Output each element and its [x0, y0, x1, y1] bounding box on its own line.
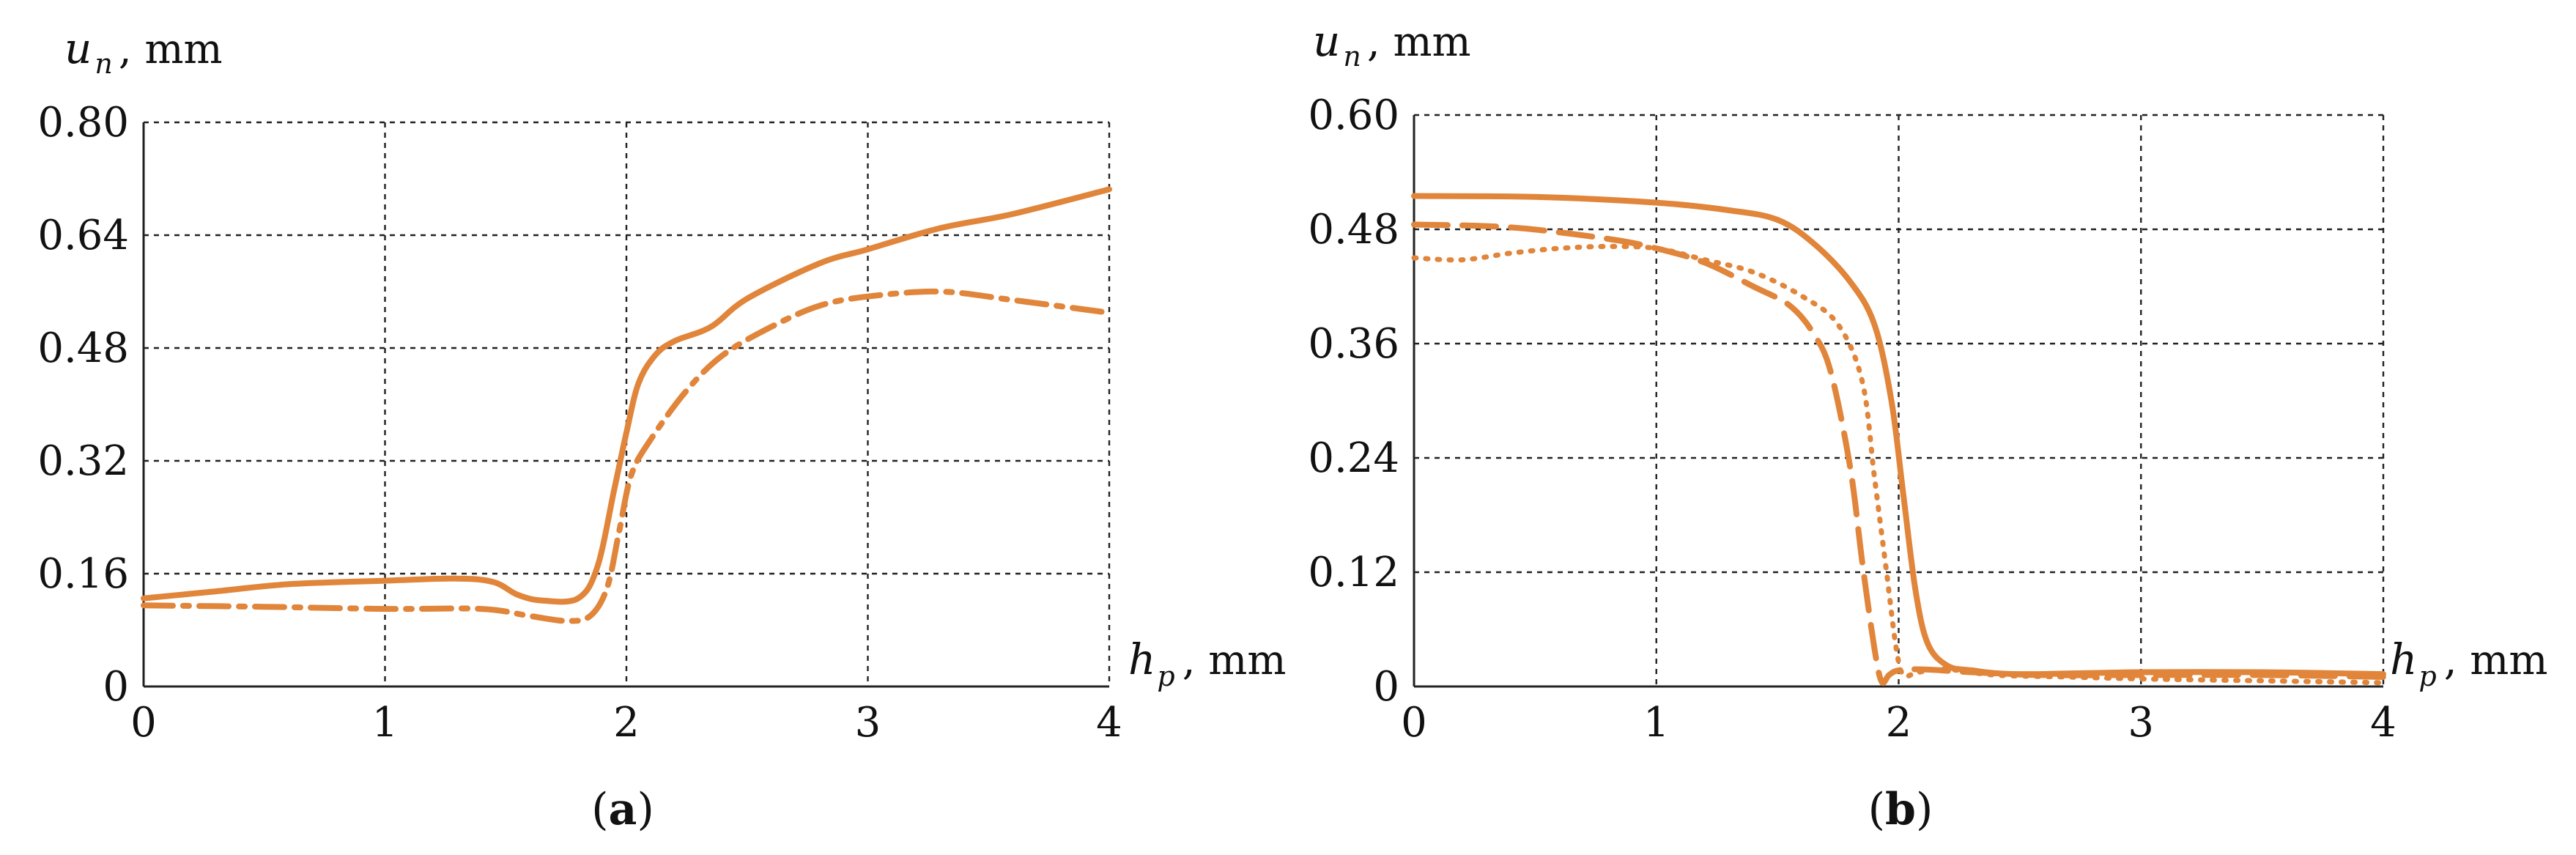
y-tick-label: 0 — [103, 663, 129, 711]
grid-b — [1414, 114, 2385, 686]
x-tick-label: 0 — [130, 699, 157, 747]
y-tick-label: 0.16 — [37, 550, 129, 598]
series-group-a — [141, 186, 1112, 624]
x-tick-label: 4 — [2370, 699, 2397, 747]
y-tick-labels-a: 0 0.16 0.32 0.48 0.64 0.80 — [37, 99, 129, 711]
y-tick-label: 0.48 — [1308, 206, 1399, 253]
x-tick-label: 4 — [1096, 699, 1122, 747]
x-tick-labels-b: 0 1 2 3 4 — [1401, 699, 2397, 747]
panel-label-b: (b) — [1868, 784, 1933, 835]
y-tick-label: 0.64 — [37, 212, 129, 259]
y-tick-label: 0.60 — [1308, 92, 1399, 139]
y-tick-label: 0.32 — [37, 437, 129, 485]
y-tick-label: 0.12 — [1308, 549, 1399, 596]
axes-b — [1413, 115, 2383, 688]
axes-a — [142, 122, 1109, 688]
y-tick-label: 0.24 — [1308, 434, 1399, 482]
x-tick-label: 2 — [1886, 699, 1912, 747]
grid-a — [144, 121, 1111, 686]
x-tick-label: 3 — [2128, 699, 2154, 747]
x-tick-label: 1 — [372, 699, 399, 747]
x-axis-label-b: hp, mm — [2390, 634, 2548, 692]
panel-label-a: (a) — [591, 784, 654, 835]
x-tick-labels-a: 0 1 2 3 4 — [130, 699, 1122, 747]
y-tick-labels-b: 0 0.12 0.24 0.36 0.48 0.60 — [1308, 92, 1399, 711]
y-tick-label: 0.80 — [37, 99, 129, 147]
series-line-dotted — [1411, 243, 2386, 686]
x-tick-label: 0 — [1401, 699, 1427, 747]
series-line-solid — [1411, 193, 2386, 678]
x-tick-label: 2 — [613, 699, 640, 747]
series-line-dash-dot — [141, 288, 1112, 624]
series-line-dashed — [1411, 221, 2386, 686]
series-line-solid — [141, 186, 1112, 605]
series-group-b — [1411, 193, 2386, 686]
x-tick-label: 1 — [1643, 699, 1670, 747]
x-axis-label-a: hp, mm — [1128, 634, 1287, 692]
y-tick-label: 0.36 — [1308, 320, 1399, 368]
x-tick-label: 3 — [855, 699, 881, 747]
y-tick-label: 0.48 — [37, 325, 129, 372]
y-tick-label: 0 — [1373, 663, 1399, 711]
